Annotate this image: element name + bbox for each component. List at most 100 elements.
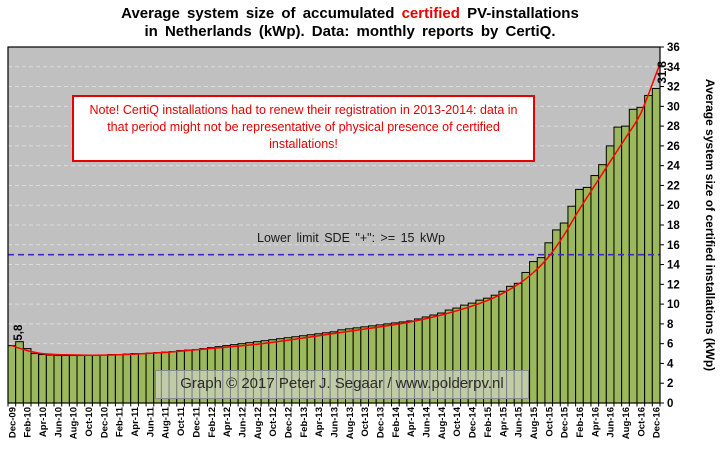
- x-tick-label: Apr-10: [38, 407, 49, 437]
- y-tick-label: 8: [667, 319, 674, 331]
- x-tick-label: Jun-10: [53, 407, 64, 438]
- x-tick-label: Jun-15: [514, 406, 525, 437]
- bar: [30, 353, 40, 404]
- x-tick-label: Oct-11: [176, 406, 187, 436]
- bar: [575, 188, 584, 404]
- bar: [598, 164, 607, 404]
- y-tick-label: 32: [667, 82, 680, 94]
- bar: [45, 354, 55, 404]
- bar: [15, 341, 24, 404]
- bar: [536, 257, 546, 404]
- x-tick-label: Apr-16: [590, 407, 601, 437]
- x-tick-label: Jun-12: [237, 407, 248, 438]
- y-tick-label: 28: [667, 121, 680, 133]
- x-tick-label: Feb-12: [207, 407, 218, 438]
- bar: [651, 88, 661, 404]
- x-tick-label: Feb-13: [299, 407, 310, 438]
- bar: [628, 108, 638, 404]
- y-tick-label: 12: [667, 279, 680, 291]
- bar: [145, 352, 155, 404]
- bar: [644, 94, 653, 404]
- bar: [91, 355, 101, 404]
- y-tick-label: 24: [667, 161, 680, 173]
- bar: [107, 354, 116, 404]
- note-box: Note! CertiQ installations had to renew …: [72, 95, 535, 162]
- chart-title-line1: Average system size of accumulated certi…: [121, 5, 579, 22]
- bar: [605, 145, 615, 404]
- y-tick-label: 18: [667, 220, 680, 232]
- x-tick-label: Dec-11: [191, 406, 202, 437]
- bar: [559, 222, 569, 404]
- bar: [613, 126, 623, 404]
- x-tick-label: Feb-15: [483, 406, 494, 437]
- y-tick-label: 2: [667, 378, 673, 390]
- bar: [7, 345, 17, 404]
- x-tick-label: Feb-14: [391, 406, 402, 437]
- x-tick-label: Apr-14: [406, 406, 417, 437]
- x-tick-label: Apr-11: [130, 406, 141, 436]
- y-tick-label: 22: [667, 180, 680, 192]
- x-tick-label: Feb-11: [115, 406, 126, 437]
- bar: [53, 355, 63, 404]
- x-tick-label: Oct-16: [636, 407, 647, 437]
- x-tick-label: Jun-11: [145, 406, 156, 437]
- x-tick-label: Aug-14: [437, 406, 448, 439]
- bar: [590, 175, 600, 404]
- x-tick-label: Jun-13: [330, 407, 341, 438]
- bar: [552, 229, 561, 404]
- x-tick-label: Dec-09: [7, 407, 18, 438]
- bar: [114, 354, 124, 404]
- x-tick-label: Dec-10: [99, 407, 110, 438]
- y-tick-label: 10: [667, 299, 680, 311]
- bar: [61, 355, 70, 404]
- bar: [84, 355, 93, 404]
- x-tick-label: Aug-15: [529, 406, 540, 439]
- threshold-label: Lower limit SDE "+": >= 15 kWp: [257, 231, 445, 245]
- x-tick-label: Feb-10: [23, 407, 34, 438]
- bar: [22, 348, 32, 404]
- x-tick-label: Oct-12: [268, 407, 279, 437]
- x-tick-label: Apr-13: [314, 407, 325, 437]
- bar: [621, 125, 630, 404]
- y-tick-label: 4: [667, 358, 674, 370]
- bar: [76, 355, 86, 404]
- x-tick-label: Dec-16: [652, 407, 663, 438]
- chart-title: Average system size of accumulated certi…: [0, 5, 700, 41]
- x-tick-label: Dec-13: [376, 407, 387, 438]
- x-tick-label: Aug-11: [161, 406, 172, 438]
- bar: [99, 354, 109, 404]
- x-tick-label: Aug-13: [345, 407, 356, 439]
- bar: [529, 261, 538, 404]
- bar: [68, 355, 78, 404]
- y-tick-label: 30: [667, 101, 680, 113]
- trend-line: [11, 63, 660, 356]
- y-tick-label: 14: [667, 260, 680, 272]
- bar: [544, 242, 554, 404]
- chart-title-line2: in Netherlands (kWp). Data: monthly repo…: [144, 23, 556, 40]
- bar: [567, 205, 577, 404]
- y-tick-label: 26: [667, 141, 680, 153]
- bar: [122, 353, 132, 404]
- x-tick-label: Oct-13: [360, 407, 371, 437]
- x-tick-label: Feb-16: [575, 407, 586, 438]
- x-tick-label: Oct-14: [452, 406, 463, 436]
- bar: [137, 353, 147, 404]
- x-tick-label: Oct-10: [84, 407, 95, 437]
- last-bar-value-label: 31,8: [657, 61, 669, 84]
- y-tick-label: 20: [667, 200, 680, 212]
- x-tick-label: Apr-12: [222, 407, 233, 437]
- chart-title-certified-red: certified: [401, 5, 460, 22]
- y-tick-label: 34: [667, 62, 680, 74]
- watermark: Graph © 2017 Peter J. Segaar / www.polde…: [155, 370, 529, 399]
- x-tick-label: Oct-15: [544, 406, 555, 436]
- y-tick-label: 6: [667, 339, 673, 351]
- x-tick-label: Apr-15: [498, 406, 509, 437]
- x-tick-label: Dec-15: [560, 406, 571, 438]
- x-tick-label: Aug-12: [253, 407, 264, 439]
- y-tick-label: 36: [667, 42, 680, 54]
- bar: [582, 186, 592, 404]
- x-tick-label: Jun-16: [606, 407, 617, 438]
- x-tick-label: Aug-10: [69, 407, 80, 439]
- x-tick-label: Dec-12: [283, 407, 294, 438]
